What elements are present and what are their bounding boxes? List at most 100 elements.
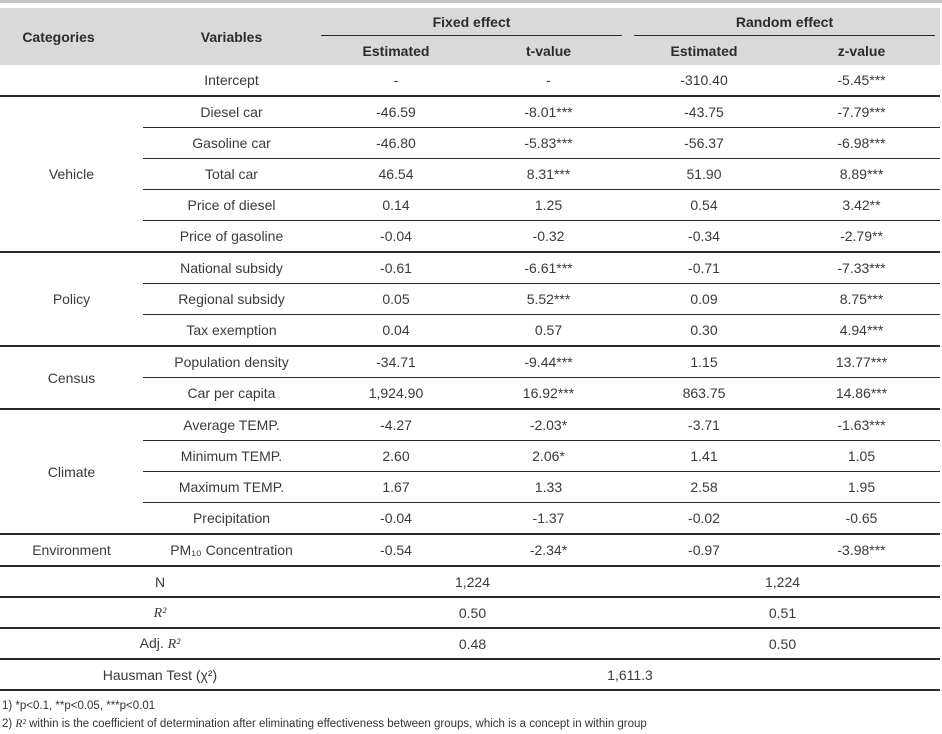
category-cell: Climate xyxy=(47,463,96,480)
page-top-divider xyxy=(0,0,942,3)
variable-cell: Total car xyxy=(143,158,320,190)
value-cell: -46.80 xyxy=(320,127,472,159)
summary-value-fixed: 1,224 xyxy=(454,573,491,590)
value-cell: -2.79** xyxy=(840,228,883,244)
value-cell: 0.04 xyxy=(382,322,410,338)
value-cell: -9.44*** xyxy=(472,346,625,378)
value-cell: 1.25 xyxy=(472,189,625,221)
value-cell: 0.57 xyxy=(534,322,563,338)
category-group: Vehicle Diesel car -46.59 -8.01*** -43.75 -7.… xyxy=(0,96,941,252)
value-cell: 1.05 xyxy=(783,440,941,472)
category-group: Environment PM₁₀ Concentration -0.54 -2.34*… xyxy=(0,534,941,566)
summary-value-fixed: 0.50 xyxy=(458,604,487,621)
value-cell: 2.06* xyxy=(472,440,625,472)
variable-cell: Diesel car xyxy=(143,96,320,128)
table-row: Intercept - - -310.40 -5.45*** xyxy=(0,65,940,96)
value-cell: - xyxy=(546,72,551,88)
value-cell: 1.15 xyxy=(625,346,783,378)
summary-value-random: 0.50 xyxy=(768,635,797,652)
header-group-random-effect: Random effect xyxy=(625,8,941,36)
summary-row: Adj. R² 0.48 0.50 xyxy=(0,628,940,659)
table-row: Tax exemption 0.04 0.57 0.30 4.94*** xyxy=(0,315,940,347)
category-cell: Vehicle xyxy=(48,166,95,182)
variable-cell: Price of gasoline xyxy=(179,228,284,244)
variable-cell: Average TEMP. xyxy=(143,409,320,441)
value-cell: 2.60 xyxy=(320,440,472,472)
hausman-group: Hausman Test (χ²) 1,611.3 xyxy=(0,659,941,690)
header-estimated-random: Estimated xyxy=(625,36,783,65)
value-cell: 8.89*** xyxy=(783,158,941,190)
category-cell xyxy=(0,65,143,96)
summary-label-cell: R² xyxy=(153,605,167,621)
summary-group: Adj. R² 0.48 0.50 xyxy=(0,628,941,659)
header-group-fixed-effect-label: Fixed effect xyxy=(321,14,622,36)
value-cell: 51.90 xyxy=(625,158,783,190)
header-group-fixed-effect: Fixed effect xyxy=(320,8,625,36)
value-cell: -0.65 xyxy=(845,510,878,526)
table-row: Total car 46.54 8.31*** 51.90 8.89*** xyxy=(0,158,941,190)
value-cell: 14.86*** xyxy=(835,385,888,401)
value-cell: 1.41 xyxy=(625,440,783,472)
variable-cell: Population density xyxy=(143,346,320,378)
regression-table: Categories Variables Fixed effect Random… xyxy=(0,8,941,691)
variable-cell: Tax exemption xyxy=(186,322,277,338)
table-row: Climate Average TEMP. -4.27 -2.03* -3.71 -1.6… xyxy=(0,409,941,480)
category-cell: Policy xyxy=(52,291,91,307)
variable-cell: Maximum TEMP. xyxy=(143,471,320,503)
table-row: Policy National subsidy -0.61 -6.61*** -0.71… xyxy=(0,252,941,307)
footnote-r-squared: 2) R² within is the coefficient of deter… xyxy=(2,718,647,731)
table-container: Categories Variables Fixed effect Random… xyxy=(0,8,942,691)
summary-value-random: 1,224 xyxy=(764,573,801,590)
value-cell: 863.75 xyxy=(682,385,726,401)
value-cell: 16.92*** xyxy=(522,385,575,401)
value-cell: -310.40 xyxy=(680,72,728,88)
value-cell: -0.54 xyxy=(380,542,412,558)
value-cell: -2.34* xyxy=(529,542,568,558)
value-cell: -3.71 xyxy=(625,409,783,441)
value-cell: 1.33 xyxy=(472,471,625,503)
value-cell: -1.63*** xyxy=(783,409,941,441)
table-row: Car per capita 1,924.90 16.92*** 863.75 14.8… xyxy=(0,378,940,410)
header-z-value: z-value xyxy=(783,36,941,65)
table-row: Maximum TEMP. 1.67 1.33 2.58 1.95 xyxy=(0,471,941,503)
category-cell: Census xyxy=(47,369,96,386)
value-cell: -0.34 xyxy=(688,228,720,244)
value-cell: -8.01*** xyxy=(472,96,625,128)
hausman-label-cell: Hausman Test (χ²) xyxy=(102,666,218,683)
value-cell: -6.98*** xyxy=(783,127,941,159)
header-group-random-effect-label: Random effect xyxy=(634,14,936,36)
value-cell: 5.52*** xyxy=(472,283,625,315)
header-estimated-fixed: Estimated xyxy=(320,36,472,65)
value-cell: 13.77*** xyxy=(783,346,941,378)
table-row: Gasoline car -46.80 -5.83*** -56.37 -6.98*** xyxy=(0,127,941,159)
value-cell: 0.05 xyxy=(320,283,472,315)
header-categories: Categories xyxy=(0,8,143,65)
value-cell: 0.30 xyxy=(690,322,718,338)
summary-label-cell: Adj. R² xyxy=(139,634,181,652)
value-cell: -0.04 xyxy=(380,510,412,526)
value-cell: -56.37 xyxy=(625,127,783,159)
value-cell: 0.09 xyxy=(625,283,783,315)
category-group: Climate Average TEMP. -4.27 -2.03* -3.71 -1.6… xyxy=(0,409,941,535)
header-t-value: t-value xyxy=(472,36,625,65)
variable-cell: Gasoline car xyxy=(143,127,320,159)
variable-cell: Price of diesel xyxy=(143,189,320,221)
hausman-value-cell: 1,611.3 xyxy=(607,666,653,683)
value-cell: 0.54 xyxy=(625,189,783,221)
value-cell: -7.79*** xyxy=(783,96,941,128)
summary-row: N 1,224 1,224 xyxy=(0,566,940,597)
table-row: Environment PM₁₀ Concentration -0.54 -2.34*… xyxy=(0,534,940,566)
summary-value-random: 0.51 xyxy=(768,604,797,621)
footnotes: 1) *p<0.1, **p<0.05, ***p<0.01 2) R² wit… xyxy=(2,697,942,734)
value-cell: 1.67 xyxy=(320,471,472,503)
category-group: Policy National subsidy -0.61 -6.61*** -0.71… xyxy=(0,252,941,347)
value-cell: -0.02 xyxy=(688,510,720,526)
category-group: Intercept - - -310.40 -5.45*** xyxy=(0,65,941,96)
summary-row: R² 0.50 0.51 xyxy=(0,597,940,628)
table-header: Categories Variables Fixed effect Random… xyxy=(0,8,941,65)
value-cell: 46.54 xyxy=(320,158,472,190)
value-cell: -0.04 xyxy=(380,228,412,244)
table-row: Price of diesel 0.14 1.25 0.54 3.42** xyxy=(0,189,941,221)
value-cell: -6.61*** xyxy=(472,252,625,284)
table-row: Precipitation -0.04 -1.37 -0.02 -0.65 xyxy=(0,503,940,535)
